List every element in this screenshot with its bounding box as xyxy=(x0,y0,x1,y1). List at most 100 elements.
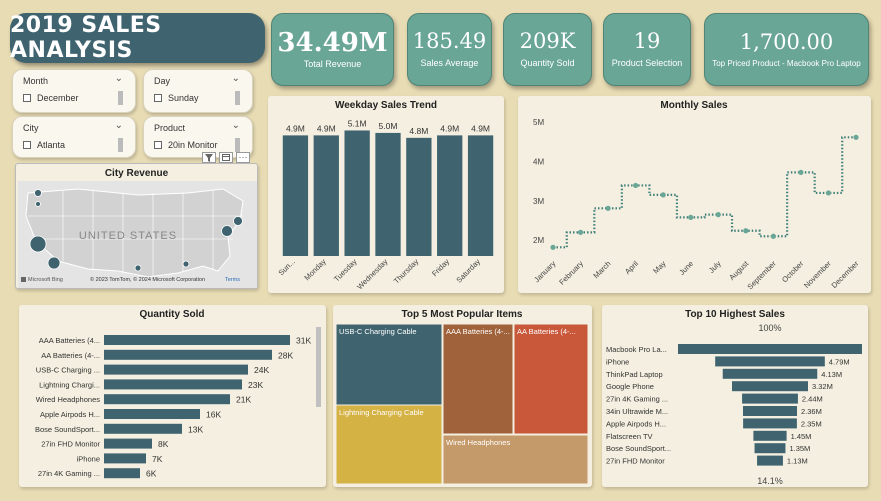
funnel-category-label: 27in 4K Gaming ... xyxy=(606,395,668,404)
scrollbar[interactable] xyxy=(235,91,240,105)
quantity-bar[interactable] xyxy=(104,423,182,434)
weekday-bar[interactable] xyxy=(344,130,370,256)
monthly-point[interactable] xyxy=(660,192,666,198)
focus-mode-icon[interactable] xyxy=(219,152,233,163)
filter-icon[interactable] xyxy=(202,152,216,163)
monthly-point[interactable] xyxy=(853,134,859,140)
checkbox-icon[interactable] xyxy=(23,141,31,149)
month-slicer-label: Month xyxy=(23,76,49,86)
weekday-bar[interactable] xyxy=(437,135,463,256)
city-bubble[interactable] xyxy=(47,256,61,270)
weekday-bar[interactable] xyxy=(313,135,339,256)
monthly-point[interactable] xyxy=(688,214,694,220)
quantity-category-label: 27in 4K Gaming ... xyxy=(38,469,100,478)
product-slicer[interactable]: Product ⌄ 20in Monitor xyxy=(143,116,253,158)
monthly-point[interactable] xyxy=(633,182,639,189)
popular-items-treemap[interactable]: Top 5 Most Popular Items USB-C Charging … xyxy=(333,305,592,487)
quantity-chart-title: Quantity Sold xyxy=(140,309,205,320)
monthly-point[interactable] xyxy=(770,233,776,239)
city-bubble[interactable] xyxy=(34,189,42,197)
weekday-bar[interactable] xyxy=(375,132,401,256)
funnel-bar[interactable] xyxy=(742,406,798,416)
month-option[interactable]: December xyxy=(23,93,79,103)
treemap-tile[interactable] xyxy=(442,323,514,435)
funnel-bar[interactable] xyxy=(722,368,818,379)
monthly-point[interactable] xyxy=(743,228,749,234)
scrollbar[interactable] xyxy=(118,91,123,105)
quantity-bar[interactable] xyxy=(104,394,230,405)
quantity-data-label: 31K xyxy=(296,336,311,346)
quantity-bar[interactable] xyxy=(104,364,248,375)
quantity-category-label: AAA Batteries (4... xyxy=(39,336,100,345)
kpi-sales-average-label: Sales Average xyxy=(420,58,479,68)
city-bubble[interactable] xyxy=(134,264,142,272)
funnel-bar[interactable] xyxy=(715,356,825,367)
city-bubble[interactable] xyxy=(182,260,190,268)
scrollbar[interactable] xyxy=(235,138,240,152)
funnel-bar[interactable] xyxy=(742,393,798,404)
quantity-sold-chart[interactable]: Quantity Sold AAA Batteries (4... 31K AA B… xyxy=(19,305,326,487)
product-option[interactable]: 20in Monitor xyxy=(154,140,218,150)
city-bubble[interactable] xyxy=(221,225,233,237)
monthly-point[interactable] xyxy=(798,169,804,176)
monthly-point[interactable] xyxy=(577,229,584,235)
chevron-down-icon[interactable]: ⌄ xyxy=(231,73,240,84)
more-options-icon[interactable]: ··· xyxy=(236,152,250,163)
highest-sales-funnel[interactable]: Top 10 Highest Sales 100% Macbook Pro La.… xyxy=(602,305,868,487)
funnel-bar[interactable] xyxy=(743,418,797,429)
weekday-sales-chart[interactable]: Weekday Sales Trend 4.9M Sun... 4.9M Monday… xyxy=(268,96,504,293)
chevron-down-icon[interactable]: ⌄ xyxy=(114,120,123,131)
treemap-tile[interactable] xyxy=(335,404,443,485)
monthly-point[interactable] xyxy=(605,205,611,211)
day-slicer[interactable]: Day ⌄ Sunday xyxy=(143,69,253,113)
monthly-sales-line[interactable] xyxy=(553,136,856,249)
funnel-category-label: Macbook Pro La... xyxy=(606,345,667,354)
funnel-bar[interactable] xyxy=(754,443,786,454)
us-map[interactable]: UNITED STATES Microsoft Bing © 2023 TomT… xyxy=(18,181,257,288)
funnel-bar[interactable] xyxy=(732,381,808,392)
kpi-product-selection-label: Product Selection xyxy=(611,58,683,68)
monthly-point[interactable] xyxy=(825,190,832,196)
scrollbar[interactable] xyxy=(316,327,321,407)
month-slicer[interactable]: Month ⌄ December xyxy=(12,69,136,113)
checkbox-icon[interactable] xyxy=(154,94,162,102)
city-option[interactable]: Atlanta xyxy=(23,140,65,150)
funnel-bar[interactable] xyxy=(753,430,787,441)
quantity-bar[interactable] xyxy=(104,453,146,464)
weekday-bar[interactable] xyxy=(467,135,494,256)
monthly-tick-label: June xyxy=(677,259,695,277)
quantity-bar[interactable] xyxy=(104,438,152,449)
treemap-tile[interactable] xyxy=(513,323,589,435)
quantity-bar[interactable] xyxy=(104,468,140,479)
kpi-total-revenue-label: Total Revenue xyxy=(303,59,362,69)
weekday-bar[interactable] xyxy=(406,137,432,256)
quantity-bar[interactable] xyxy=(104,335,290,345)
monthly-point[interactable] xyxy=(715,212,721,218)
checkbox-icon[interactable] xyxy=(23,94,31,102)
checkbox-icon[interactable] xyxy=(154,141,162,149)
quantity-bar[interactable] xyxy=(104,349,272,360)
city-slicer[interactable]: City ⌄ Atlanta xyxy=(12,116,136,158)
funnel-bar[interactable] xyxy=(757,455,783,466)
monthly-sales-chart[interactable]: Monthly Sales 2M 3M 4M 5M January February Mar… xyxy=(518,96,871,293)
map-terms-link[interactable]: Terms xyxy=(225,277,240,283)
funnel-data-label: 1.45M xyxy=(791,432,812,441)
city-bubble[interactable] xyxy=(233,216,243,226)
chevron-down-icon[interactable]: ⌄ xyxy=(231,120,240,131)
treemap-tile[interactable] xyxy=(442,434,589,485)
treemap-tile[interactable] xyxy=(335,323,443,406)
monthly-point[interactable] xyxy=(550,244,556,250)
city-bubble[interactable] xyxy=(35,201,41,207)
funnel-bar[interactable] xyxy=(678,344,862,354)
funnel-category-label: Bose SoundSport... xyxy=(606,444,671,453)
scrollbar[interactable] xyxy=(118,138,123,152)
kpi-quantity-sold-value: 209K xyxy=(519,29,576,53)
weekday-bar[interactable] xyxy=(282,135,309,256)
chevron-down-icon[interactable]: ⌄ xyxy=(114,73,123,84)
kpi-quantity-sold-label: Quantity Sold xyxy=(520,58,575,68)
quantity-bar[interactable] xyxy=(104,409,200,419)
city-bubble[interactable] xyxy=(29,235,47,253)
day-option[interactable]: Sunday xyxy=(154,93,199,103)
quantity-bar[interactable] xyxy=(104,379,242,390)
weekday-data-label: 5.0M xyxy=(379,121,398,131)
